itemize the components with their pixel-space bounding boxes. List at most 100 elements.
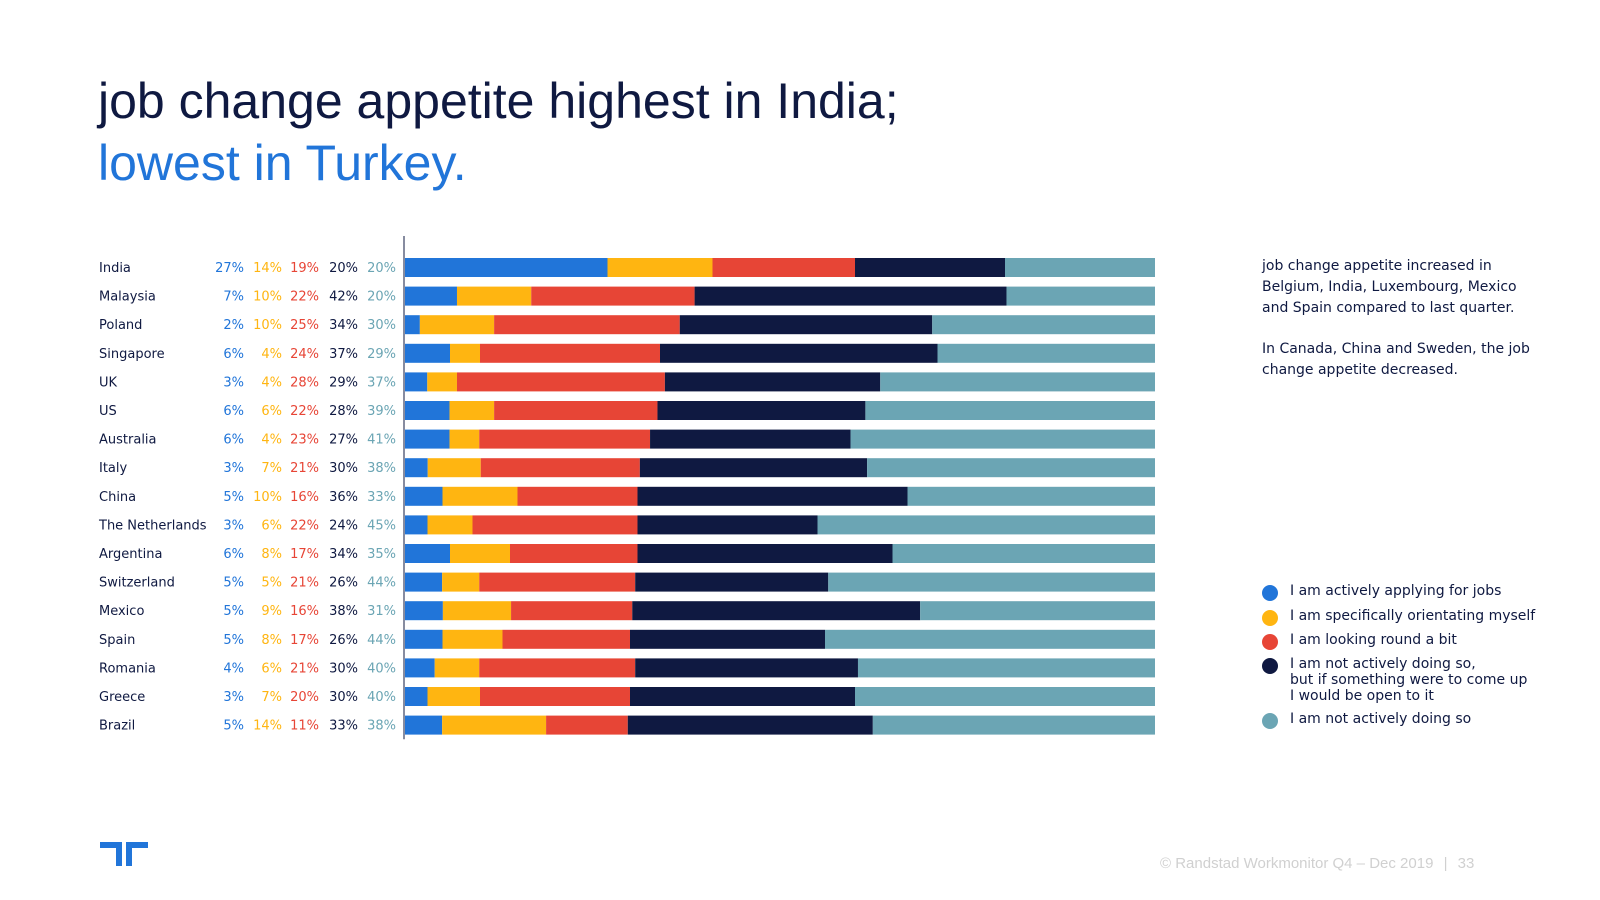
data-label: 6% <box>223 547 244 562</box>
data-label: 40% <box>367 661 396 676</box>
data-label: 17% <box>290 547 319 562</box>
data-label: 39% <box>367 404 396 419</box>
data-label: 22% <box>290 404 319 419</box>
data-label: 4% <box>261 375 282 390</box>
bar-segment <box>865 401 1155 420</box>
legend-swatch-icon <box>1262 585 1278 601</box>
data-label: 5% <box>223 604 244 619</box>
bar-segment <box>494 401 658 420</box>
data-label: 29% <box>367 347 396 362</box>
data-label: 8% <box>261 633 282 648</box>
bar-segment <box>660 343 938 363</box>
bar-segment <box>427 372 457 392</box>
data-label: 6% <box>223 347 244 362</box>
bar-segment <box>607 258 713 277</box>
bar-segment <box>828 572 1155 592</box>
data-label: 20% <box>290 690 319 705</box>
data-label: 10% <box>253 490 282 505</box>
data-label: 26% <box>329 576 358 591</box>
data-label: 3% <box>223 461 244 476</box>
bar-segment <box>907 486 1155 506</box>
bar-segment <box>546 715 628 735</box>
data-label: 38% <box>367 461 396 476</box>
bar-segment <box>405 515 428 535</box>
bar-segment <box>427 458 481 478</box>
bar-segment <box>517 486 638 506</box>
data-label: 7% <box>261 461 282 476</box>
bar-segment <box>419 315 495 335</box>
data-label: 44% <box>367 633 396 648</box>
chart-row: US 6% 6% 22% 28% 39% <box>99 401 1155 420</box>
data-label: 42% <box>329 290 358 305</box>
data-label: 37% <box>367 375 396 390</box>
data-label: 10% <box>253 290 282 305</box>
chart-row: Poland 2% 10% 25% 34% 30% <box>99 315 1155 335</box>
bar-segment <box>405 429 450 449</box>
data-label: 30% <box>329 661 358 676</box>
data-label: 22% <box>290 518 319 533</box>
bar-segment <box>427 515 473 535</box>
bar-segment <box>679 315 933 335</box>
data-label: 40% <box>367 690 396 705</box>
data-label: 6% <box>261 661 282 676</box>
data-label: 7% <box>223 290 244 305</box>
bar-segment <box>937 343 1155 363</box>
data-label: 3% <box>223 375 244 390</box>
bar-segment <box>442 486 518 506</box>
data-label: 30% <box>329 461 358 476</box>
category-label: Greece <box>99 690 145 705</box>
bar-segment <box>480 343 660 363</box>
bar-segment <box>880 372 1155 392</box>
category-label: Malaysia <box>99 290 156 305</box>
data-label: 34% <box>329 318 358 333</box>
data-label: 38% <box>367 719 396 734</box>
bar-segment <box>920 601 1155 621</box>
data-label: 21% <box>290 661 319 676</box>
bar-segment <box>494 315 680 335</box>
bar-segment <box>650 429 851 449</box>
chart-row: Malaysia 7% 10% 22% 42% 20% <box>99 286 1155 306</box>
chart-row: Australia 6% 4% 23% 27% 41% <box>99 429 1155 449</box>
chart-row: The Netherlands 3% 6% 22% 24% 45% <box>98 515 1155 535</box>
bar-segment <box>855 687 1155 706</box>
data-label: 4% <box>261 347 282 362</box>
category-label: Poland <box>99 318 142 333</box>
data-label: 41% <box>367 433 396 448</box>
bar-segment <box>479 429 651 449</box>
data-label: 6% <box>261 404 282 419</box>
data-label: 3% <box>223 518 244 533</box>
data-label: 33% <box>329 719 358 734</box>
bar-segment <box>450 343 480 363</box>
category-label: Singapore <box>99 347 165 362</box>
data-label: 5% <box>261 576 282 591</box>
bar-segment <box>405 258 608 277</box>
title-line-1: job change appetite highest in India; <box>98 73 899 129</box>
footer-separator: | <box>1443 855 1448 872</box>
data-label: 20% <box>329 261 358 276</box>
category-label: Brazil <box>99 719 135 734</box>
legend-label: I am specifically orientating myself <box>1290 608 1536 624</box>
legend-swatch-icon <box>1262 713 1278 729</box>
bar-segment <box>817 515 1155 535</box>
category-label: Spain <box>99 633 135 648</box>
bar-segment <box>405 658 435 678</box>
bar-segment <box>892 544 1155 563</box>
chart-row: Greece 3% 7% 20% 30% 40% <box>99 687 1155 706</box>
bar-segment <box>405 315 420 335</box>
data-label: 20% <box>367 290 396 305</box>
data-label: 16% <box>290 604 319 619</box>
data-label: 6% <box>223 433 244 448</box>
data-label: 4% <box>261 433 282 448</box>
bar-segment <box>479 658 636 678</box>
data-label: 26% <box>329 633 358 648</box>
bar-segment <box>627 715 873 735</box>
bar-segment <box>405 458 428 478</box>
category-label: Mexico <box>99 604 144 619</box>
data-label: 37% <box>329 347 358 362</box>
chart-row: Argentina 6% 8% 17% 34% 35% <box>99 544 1155 563</box>
bar-segment <box>1005 258 1155 277</box>
category-label: Italy <box>99 461 128 476</box>
bar-segment <box>635 572 829 592</box>
bar-segment <box>442 572 480 592</box>
